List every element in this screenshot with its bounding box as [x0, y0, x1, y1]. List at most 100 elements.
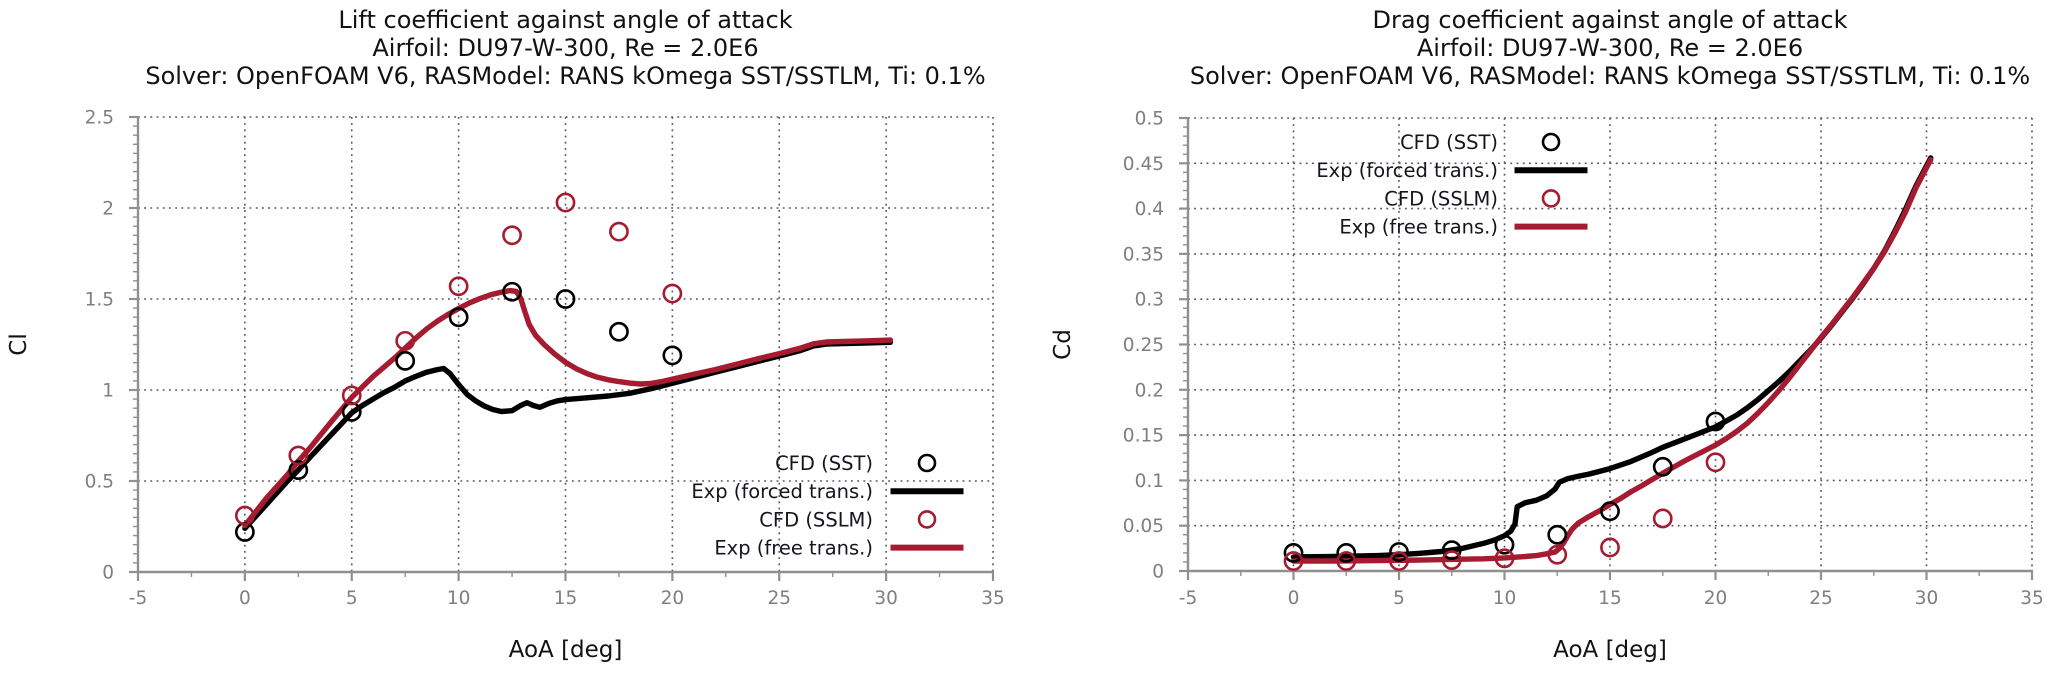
data-point: [502, 225, 522, 246]
series-scatter-cfd-sst-: [234, 281, 683, 542]
series-scatter-cfd-sslm-: [1283, 452, 1726, 571]
data-point: [662, 345, 683, 366]
data-point: [1336, 551, 1357, 571]
x-tick-label: -5: [129, 588, 147, 609]
data-point: [1389, 542, 1409, 562]
y-tick-label: 0.05: [1123, 516, 1164, 537]
data-point: [1441, 550, 1462, 571]
x-tick-label: 30: [874, 588, 898, 609]
x-tick-label: 10: [1493, 588, 1517, 609]
x-tick-label: -5: [1179, 588, 1197, 609]
x-axis-label: AoA [deg]: [509, 637, 623, 663]
data-point: [448, 276, 469, 297]
y-tick-label: 0.5: [85, 472, 114, 493]
x-tick-label: 0: [239, 588, 251, 609]
legend-item-exp-forced-trans-: Exp (forced trans.): [1316, 159, 1588, 182]
data-point: [1389, 551, 1409, 571]
legend-label: CFD (SSLM): [759, 508, 873, 531]
legend-label: Exp (free trans.): [714, 537, 873, 560]
y-tick-label: 0: [1152, 562, 1164, 583]
data-point: [555, 192, 576, 213]
x-tick-label: 20: [1704, 588, 1728, 609]
x-tick-label: 20: [661, 588, 685, 609]
left-chart: -5 0 5 10 15 20 25 30 35 0 0.5 1 1.5 2 2.5 CFD (SST) Exp…: [6, 6, 1005, 663]
legend-item-cfd-sslm-: CFD (SSLM): [1384, 187, 1561, 210]
y-tick-label: 0.2: [1135, 380, 1164, 401]
legend: CFD (SST) Exp (forced trans.) CFD (SSLM) Ex…: [1316, 131, 1588, 239]
legend-label: CFD (SST): [1400, 131, 1498, 154]
major-ticks: [129, 115, 995, 581]
data-point: [1600, 537, 1620, 558]
chart-subtitle-2: Solver: OpenFOAM V6, RASModel: RANS kOme…: [1190, 62, 2030, 90]
y-axis-label: Cl: [6, 333, 32, 355]
series-line-exp-free-trans-: [242, 287, 894, 529]
x-tick-label: 35: [981, 588, 1005, 609]
legend-item-exp-forced-trans-: Exp (forced trans.): [691, 480, 964, 503]
data-point: [1547, 544, 1568, 565]
x-axis-label: AoA [deg]: [1553, 637, 1667, 663]
legend-circle-marker: [1541, 189, 1561, 208]
title-block: Drag coefficient against angle of attack…: [1190, 6, 2030, 90]
data-point: [1283, 542, 1304, 563]
data-point: [1705, 411, 1726, 432]
legend-item-cfd-sslm-: CFD (SSLM): [759, 508, 937, 531]
data-point: [448, 307, 469, 328]
data-point: [609, 321, 629, 342]
y-tick-label: 2: [102, 199, 114, 220]
legend-item-cfd-sst-: CFD (SST): [1400, 131, 1561, 154]
chart-subtitle-1: Airfoil: DU97-W-300, Re = 2.0E6: [372, 34, 758, 62]
legend-circle-marker: [917, 510, 937, 529]
legend: CFD (SST) Exp (forced trans.) CFD (SSLM) Ex…: [691, 452, 964, 560]
legend-label: Exp (forced trans.): [691, 480, 873, 503]
data-point: [1652, 456, 1673, 477]
data-point: [288, 445, 309, 466]
grid: [137, 116, 994, 573]
series-line-exp-free-trans-: [1290, 157, 1934, 564]
data-point: [662, 283, 683, 304]
data-point: [1494, 534, 1515, 555]
data-point: [609, 221, 629, 242]
data-point: [555, 289, 576, 309]
tick-labels: -5 0 5 10 15 20 25 30 35 0 0.05 0.1 0.15 0.2 0.25 0.3 0.…: [1123, 109, 2044, 610]
legend-label: CFD (SSLM): [1384, 187, 1498, 210]
series-scatter-cfd-sst-: [1283, 411, 1726, 563]
chart-subtitle-1: Airfoil: DU97-W-300, Re = 2.0E6: [1417, 34, 1803, 62]
data-point: [1600, 501, 1620, 522]
legend-item-exp-free-trans-: Exp (free trans.): [1339, 216, 1588, 239]
x-tick-label: 15: [1598, 588, 1622, 609]
data-point: [1494, 548, 1515, 569]
x-tick-label: 10: [447, 588, 471, 609]
legend-circle-marker: [917, 453, 937, 473]
x-tick-label: 30: [1915, 588, 1939, 609]
y-tick-label: 0.4: [1135, 199, 1164, 220]
data-point: [395, 330, 416, 351]
legend-label: Exp (forced trans.): [1316, 159, 1498, 182]
data-point: [1336, 542, 1357, 563]
y-axis-label: Cd: [1050, 329, 1076, 360]
y-tick-label: 0.3: [1135, 290, 1164, 311]
minor-ticks: [1183, 126, 1980, 576]
y-tick-label: 0: [102, 563, 114, 584]
legend-circle-marker: [1541, 132, 1561, 152]
data-point: [1441, 540, 1462, 561]
data-point: [1547, 524, 1568, 545]
legend-label: Exp (free trans.): [1339, 216, 1498, 239]
y-tick-label: 0.15: [1123, 426, 1164, 447]
data-point: [1652, 508, 1673, 529]
y-tick-label: 0.1: [1135, 471, 1164, 492]
y-tick-label: 0.45: [1123, 154, 1164, 175]
x-tick-label: 25: [1809, 588, 1833, 609]
minor-ticks: [133, 125, 941, 577]
legend-label: CFD (SST): [775, 452, 873, 475]
legend-item-exp-free-trans-: Exp (free trans.): [714, 537, 964, 560]
data-point: [1283, 551, 1304, 571]
x-tick-label: 0: [1288, 588, 1300, 609]
y-tick-label: 0.25: [1123, 335, 1164, 356]
y-tick-label: 2.5: [85, 108, 114, 129]
chart-title: Lift coefficient against angle of attack: [338, 6, 792, 34]
data-point: [395, 350, 416, 371]
legend-item-cfd-sst-: CFD (SST): [775, 452, 937, 475]
data-point: [341, 385, 362, 406]
